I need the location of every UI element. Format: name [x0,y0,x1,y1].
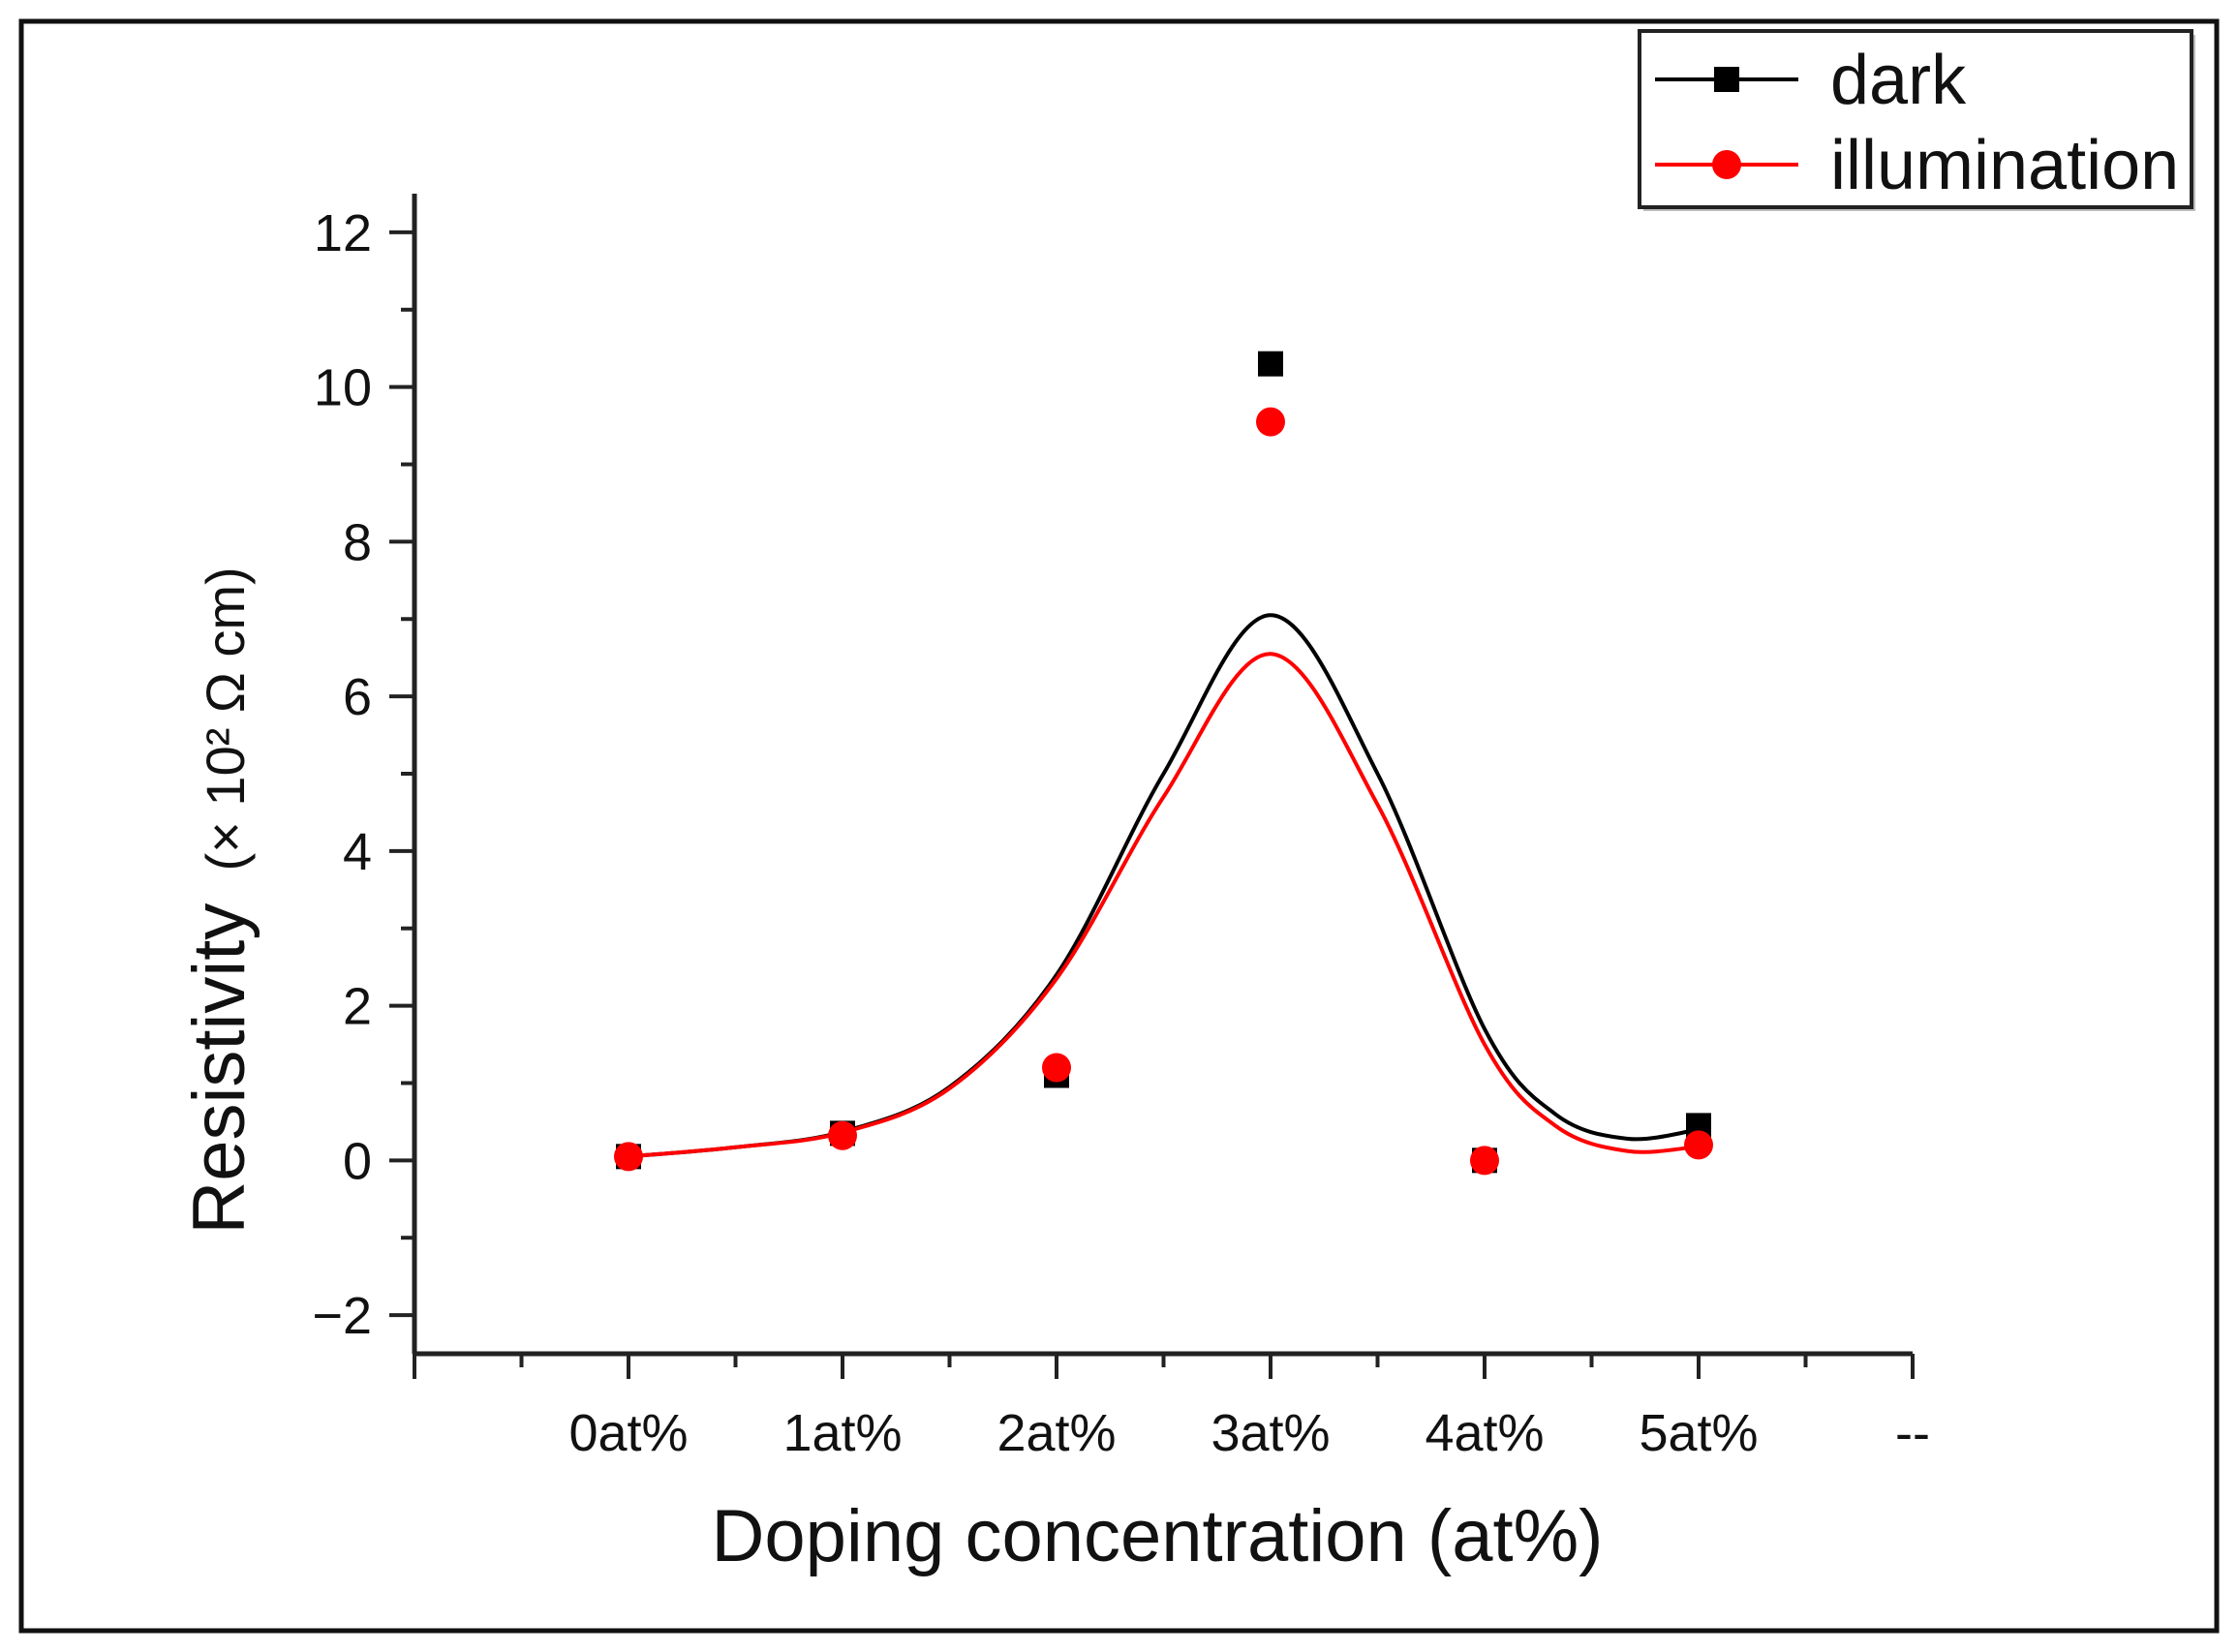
x-tick-label: -- [1895,1404,1930,1462]
data-point-illumination [1470,1146,1499,1176]
figure-frame [18,18,2220,1634]
y-tick-label: 12 [314,204,372,262]
y-tick-label: 8 [343,513,372,571]
x-tick-label: 0at% [568,1404,688,1462]
y-axis-label-main: Resistivity [178,903,261,1235]
y-tick-label: −2 [312,1287,372,1345]
data-point-illumination [1684,1130,1713,1160]
x-tick-label: 1at% [782,1404,902,1462]
data-point-illumination [1042,1053,1071,1083]
y-tick-label: 6 [343,668,372,726]
y-axis-label-unit: (× 10² Ω cm) [195,566,256,871]
data-points-layer [614,351,1713,1176]
x-tick-label: 4at% [1425,1404,1544,1462]
axes-layer: −2 0 2 4 6 8 10 12 0at% 1at% 2at% 3at% 4at% 5at% -- [312,194,1930,1462]
data-point-illumination [828,1120,857,1150]
x-tick-label: 5at% [1639,1404,1758,1462]
data-point-illumination [614,1142,643,1172]
x-tick-label: 2at% [996,1404,1116,1462]
y-tick-label: 4 [343,823,372,881]
data-point-dark [1258,351,1283,377]
legend-label-illumination: illumination [1830,127,2179,204]
axis-labels-layer: Doping concentration (at%) Resistivity (… [178,566,1603,1577]
y-tick-label: 10 [314,359,372,417]
y-tick-label: 2 [343,978,372,1036]
legend: dark illumination [1638,29,2195,211]
x-tick-label: 3at% [1211,1404,1330,1462]
y-tick-label: 0 [343,1132,372,1190]
legend-marker-dark [1714,67,1739,92]
legend-marker-illumination [1712,150,1741,179]
legend-label-dark: dark [1830,42,1967,119]
y-axis-label: Resistivity (× 10² Ω cm) [178,566,261,1234]
x-axis-label: Doping concentration (at%) [712,1495,1604,1577]
data-point-illumination [1256,407,1285,437]
